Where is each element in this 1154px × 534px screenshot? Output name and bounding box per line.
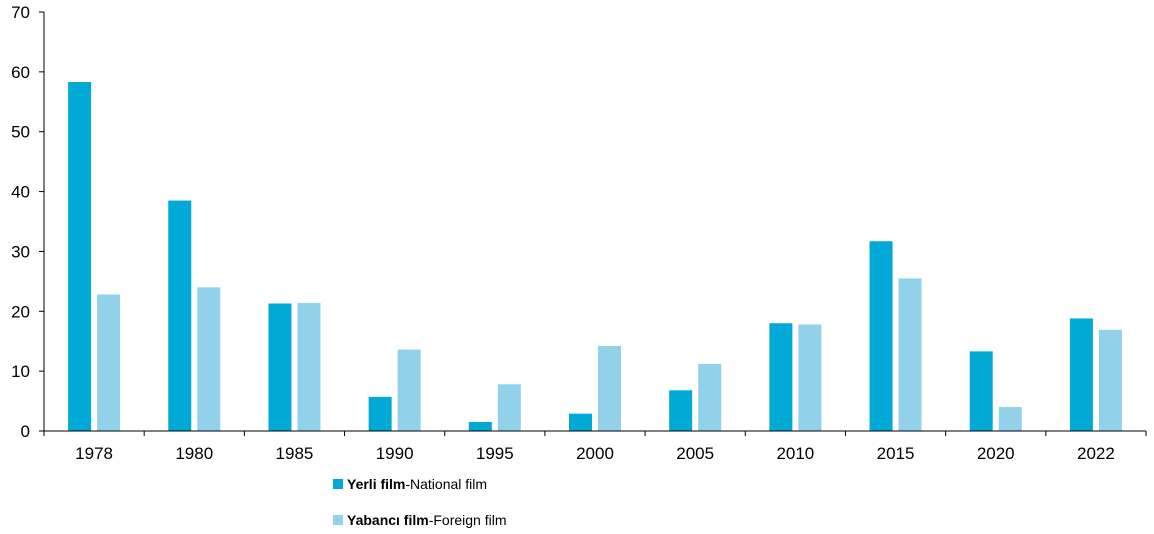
bar-foreign-2015 (898, 278, 922, 431)
y-tick-label-40: 40 (11, 183, 30, 202)
x-tick-label-2005: 2005 (676, 444, 714, 463)
x-tick-label-2022: 2022 (1077, 444, 1115, 463)
y-tick-label-50: 50 (11, 123, 30, 142)
bar-foreign-2005 (698, 363, 722, 431)
x-tick-label-2015: 2015 (877, 444, 915, 463)
y-tick-label-30: 30 (11, 242, 30, 261)
bar-national-1985 (268, 303, 292, 431)
bar-national-2015 (869, 241, 893, 431)
y-tick-label-10: 10 (11, 362, 30, 381)
legend-item-national: Yerli film -National film (333, 476, 487, 492)
x-tick-label-2020: 2020 (977, 444, 1015, 463)
legend-item-foreign: Yabancı film -Foreign film (333, 512, 507, 528)
bar-foreign-2010 (798, 324, 822, 431)
y-tick-label-0: 0 (21, 422, 30, 441)
x-tick-label-2010: 2010 (776, 444, 814, 463)
bar-national-1995 (468, 422, 492, 431)
bar-foreign-1995 (497, 384, 521, 431)
bar-national-2022 (1069, 318, 1093, 431)
bar-national-1990 (368, 396, 392, 431)
bar-foreign-2022 (1098, 329, 1122, 431)
x-tick-label-1985: 1985 (276, 444, 314, 463)
legend-label-foreign-rest: -Foreign film (428, 512, 507, 528)
legend-label-foreign-bold: Yabancı film (347, 512, 429, 528)
x-tick-label-2000: 2000 (576, 444, 614, 463)
bar-foreign-1985 (297, 302, 321, 431)
bar-national-2020 (969, 351, 993, 431)
y-tick-label-20: 20 (11, 302, 30, 321)
bar-national-1978 (68, 82, 92, 431)
bar-foreign-2020 (998, 407, 1022, 431)
x-tick-label-1995: 1995 (476, 444, 514, 463)
bar-national-1980 (168, 200, 192, 431)
legend-swatch-national (333, 479, 343, 489)
legend-label-national-rest: -National film (405, 476, 488, 492)
bar-foreign-1978 (97, 294, 121, 431)
x-tick-label-1990: 1990 (376, 444, 414, 463)
y-tick-label-60: 60 (11, 63, 30, 82)
bar-foreign-1990 (397, 349, 421, 431)
bar-chart: 0 10 20 30 40 50 60 70 1978 1980 1985 1990 1995 2000 2… (11, 3, 1147, 463)
x-tick-label-1980: 1980 (175, 444, 213, 463)
bar-foreign-2000 (598, 346, 621, 431)
bar-foreign-1980 (197, 287, 221, 431)
y-tick-label-70: 70 (11, 3, 30, 22)
legend-label-national-bold: Yerli film (347, 476, 406, 492)
bar-national-2010 (769, 323, 793, 431)
bar-national-2005 (669, 390, 693, 431)
bar-national-2000 (569, 413, 592, 431)
legend-swatch-foreign (333, 515, 343, 525)
x-tick-label-1978: 1978 (75, 444, 113, 463)
